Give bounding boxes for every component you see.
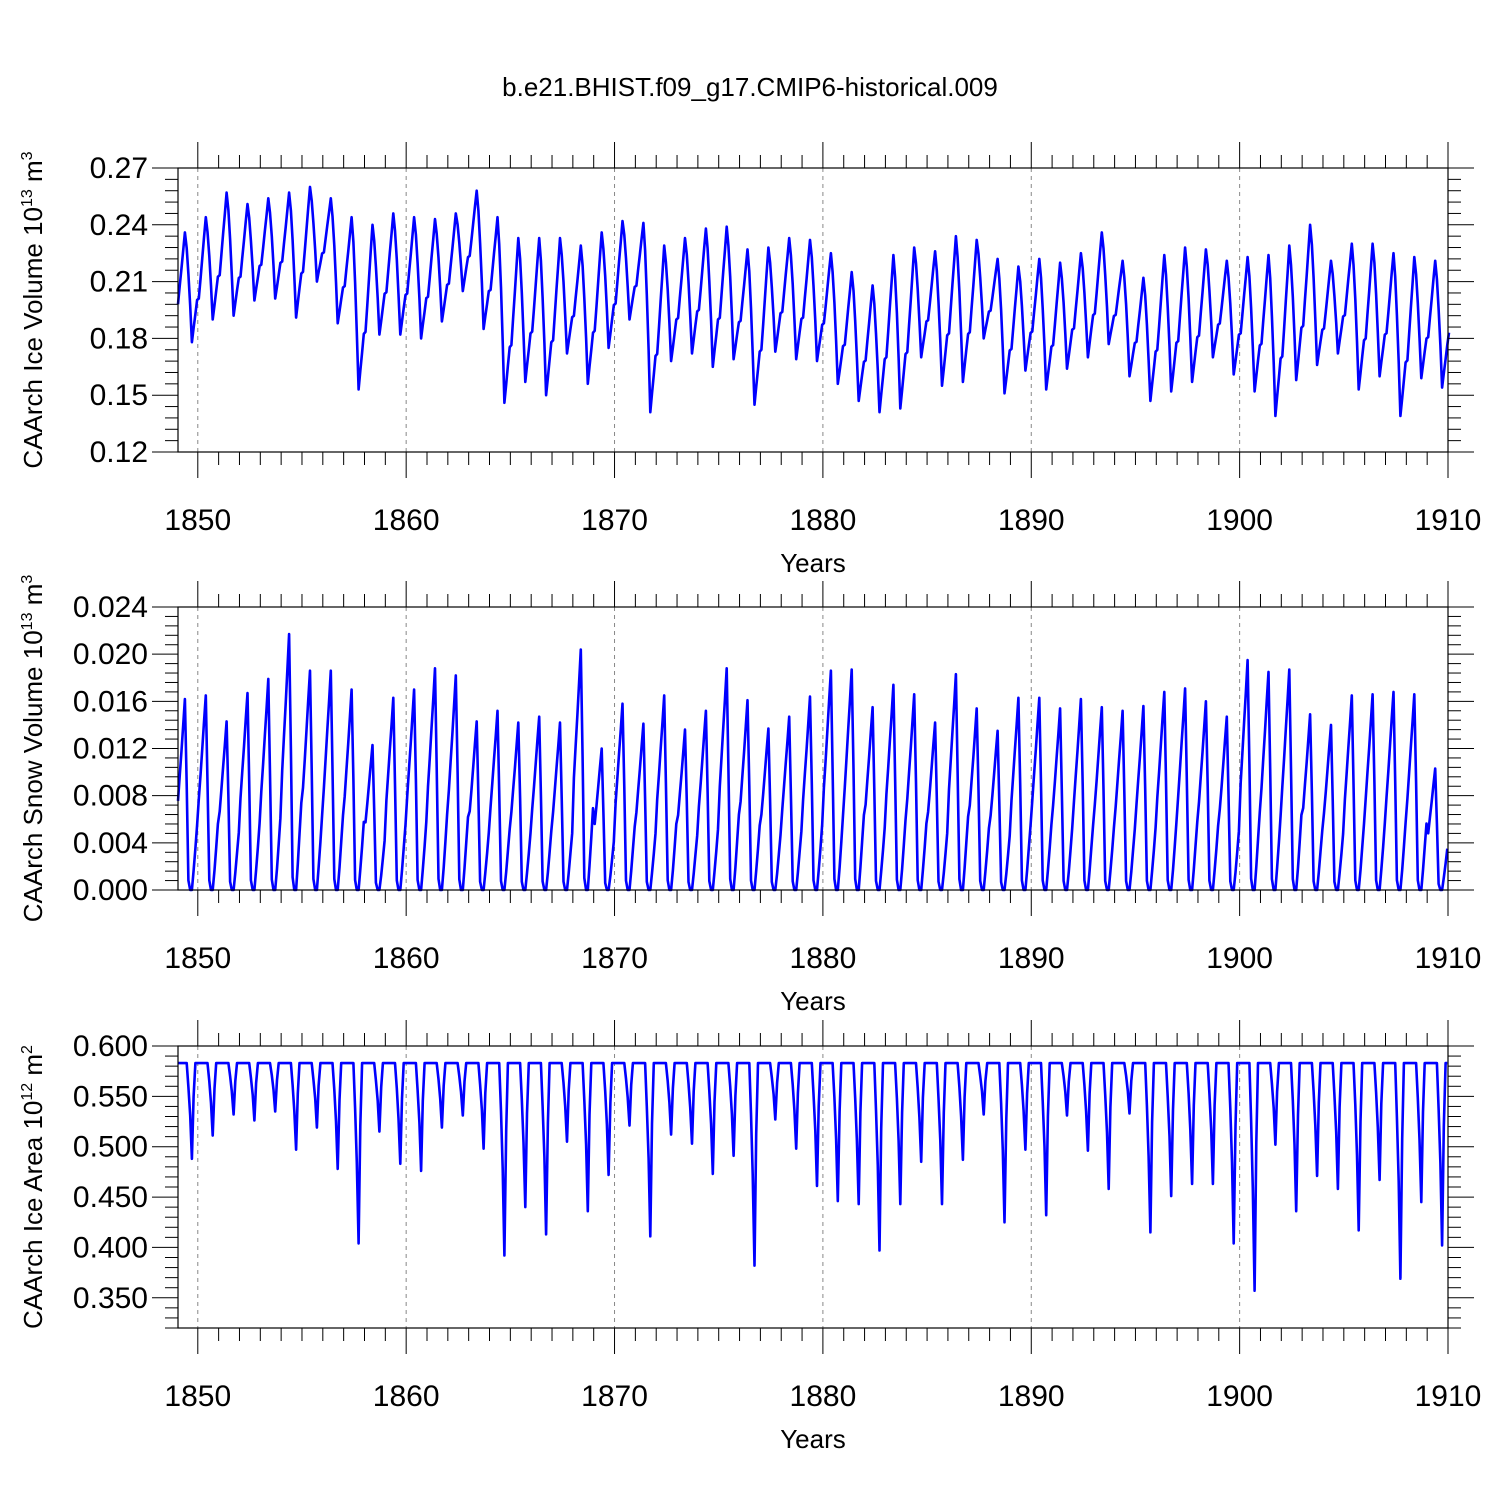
y-axis-label-part: 13 <box>19 612 36 630</box>
y-axis-label-part: 12 <box>19 1083 36 1101</box>
x-tick-label: 1890 <box>998 504 1065 537</box>
x-tick-label: 1850 <box>164 1380 231 1413</box>
y-tick-label: 0.550 <box>73 1080 148 1113</box>
panel-ice-area: 0.350 0.400 0.450 0.500 0.550 0.600 1850 1860 18… <box>18 1020 1481 1454</box>
y-axis-label-part: m <box>18 1054 48 1083</box>
x-tick-label: 1850 <box>164 942 231 975</box>
x-tick-label: 1910 <box>1415 504 1482 537</box>
y-axis-label: CAArch Snow Volume 1013 m3 <box>18 575 48 923</box>
y-tick-label: 0.15 <box>90 379 148 412</box>
y-tick-label: 0.450 <box>73 1181 148 1214</box>
ice-area-series-line <box>178 1061 1448 1292</box>
x-tick-label: 1900 <box>1206 504 1273 537</box>
y-axis-label-part: m <box>18 160 48 189</box>
y-axis-label-part: CAArch Ice Area 10 <box>18 1101 48 1329</box>
x-tick-label: 1910 <box>1415 1380 1482 1413</box>
x-tick-label: 1870 <box>581 504 648 537</box>
y-tick-label: 0.400 <box>73 1231 148 1264</box>
x-tick-label: 1910 <box>1415 942 1482 975</box>
y-tick-label: 0.008 <box>73 780 148 813</box>
y-tick-label: 0.27 <box>90 152 148 185</box>
y-tick-label: 0.012 <box>73 733 148 766</box>
y-tick-label: 0.500 <box>73 1131 148 1164</box>
y-tick-label: 0.600 <box>73 1030 148 1063</box>
x-tick-label: 1870 <box>581 1380 648 1413</box>
y-axis-label: CAArch Ice Volume 1013 m3 <box>18 151 48 468</box>
panel-snow-volume: 0.000 0.004 0.008 0.012 0.016 0.020 0.024 1850 1… <box>18 575 1481 1016</box>
x-tick-label: 1880 <box>790 1380 857 1413</box>
y-tick-label: 0.016 <box>73 685 148 718</box>
y-axis-label-part: 2 <box>19 1045 36 1054</box>
y-axis-label-part: 3 <box>19 575 36 584</box>
x-axis-label: Years <box>780 548 846 578</box>
y-tick-label: 0.350 <box>73 1282 148 1315</box>
y-axis-label-part: CAArch Ice Volume 10 <box>18 207 48 469</box>
x-tick-label: 1870 <box>581 942 648 975</box>
x-tick-label: 1880 <box>790 942 857 975</box>
x-tick-label: 1860 <box>373 1380 440 1413</box>
snow-volume-series-line <box>176 632 1449 892</box>
plot-frame <box>177 167 1449 453</box>
y-tick-label: 0.21 <box>90 266 148 299</box>
y-axis-label-part: CAArch Snow Volume 10 <box>18 630 48 922</box>
y-tick-label: 0.020 <box>73 638 148 671</box>
x-tick-label: 1890 <box>998 1380 1065 1413</box>
y-tick-label: 0.024 <box>73 591 148 624</box>
x-tick-label: 1860 <box>373 504 440 537</box>
y-axis-label-part: m <box>18 584 48 613</box>
y-tick-label: 0.000 <box>73 874 148 907</box>
figure-title: b.e21.BHIST.f09_g17.CMIP6-historical.009 <box>502 72 998 102</box>
panel-ice-volume: 0.12 0.15 0.18 0.21 0.24 0.27 1850 1860 1870 1880… <box>18 142 1481 578</box>
x-tick-label: 1860 <box>373 942 440 975</box>
x-tick-label: 1880 <box>790 504 857 537</box>
ice-volume-series-line <box>176 185 1451 418</box>
y-tick-label: 0.18 <box>90 322 148 355</box>
x-axis-label: Years <box>780 1424 846 1454</box>
x-tick-label: 1850 <box>164 504 231 537</box>
y-tick-label: 0.24 <box>90 209 148 242</box>
x-tick-label: 1890 <box>998 942 1065 975</box>
y-axis-label: CAArch Ice Area 1012 m2 <box>18 1045 48 1329</box>
x-axis-label: Years <box>780 986 846 1016</box>
y-axis-label-part: 13 <box>19 189 36 207</box>
x-tick-label: 1900 <box>1206 1380 1273 1413</box>
y-tick-label: 0.004 <box>73 827 148 860</box>
x-tick-label: 1900 <box>1206 942 1273 975</box>
panels: 0.12 0.15 0.18 0.21 0.24 0.27 1850 1860 1870 1880… <box>18 142 1481 1454</box>
y-axis-label-part: 3 <box>19 151 36 160</box>
y-tick-label: 0.12 <box>90 436 148 469</box>
